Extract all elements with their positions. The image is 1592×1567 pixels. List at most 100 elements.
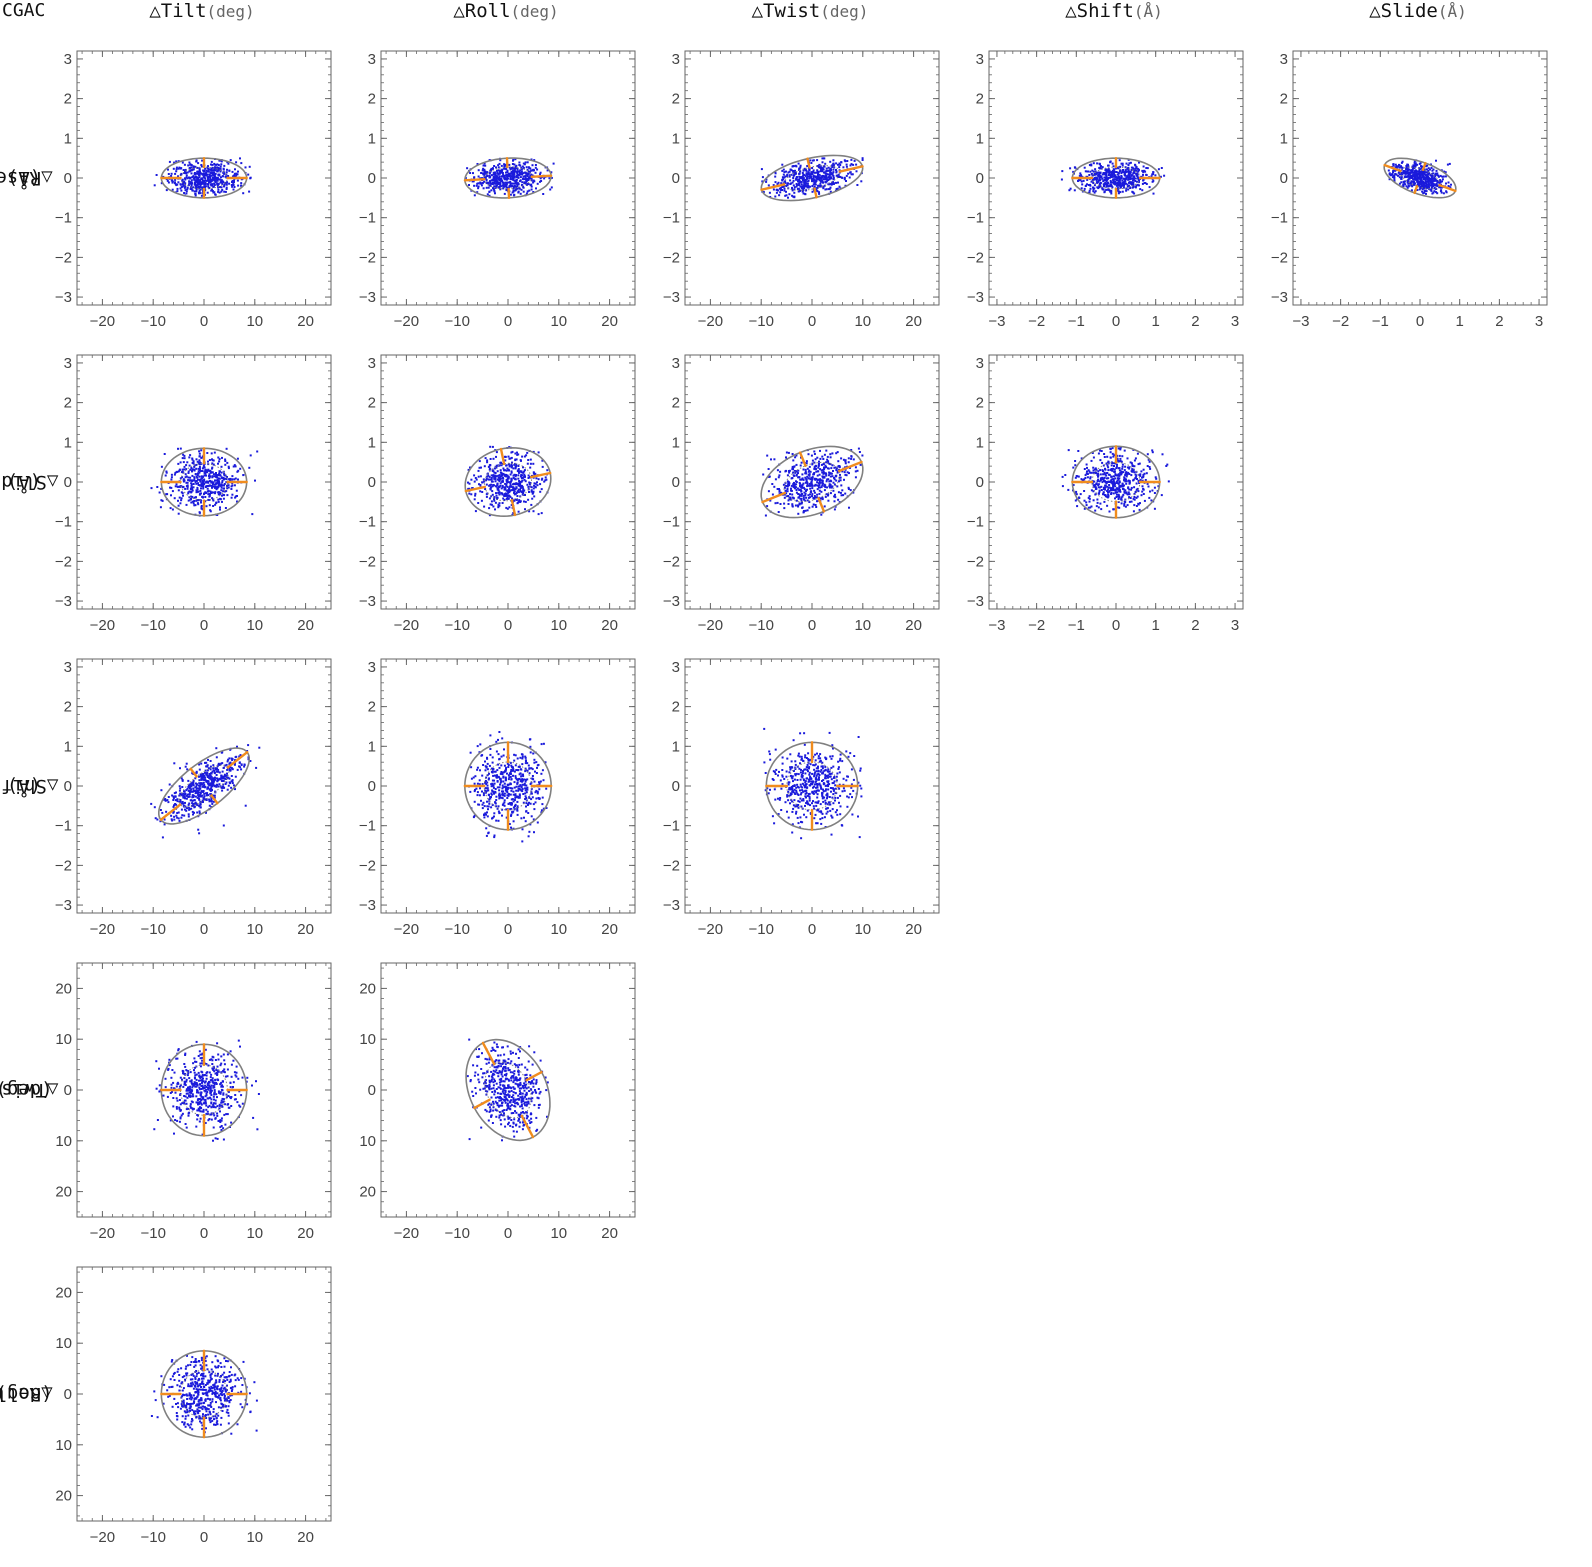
data-point: [819, 170, 822, 173]
data-point: [793, 188, 796, 191]
data-point: [528, 491, 530, 493]
data-point: [248, 466, 251, 469]
data-point: [197, 478, 199, 481]
data-point: [1090, 180, 1093, 183]
x-tick-label: 1: [1152, 313, 1160, 330]
data-point: [209, 470, 212, 473]
data-point: [1434, 184, 1437, 187]
data-point: [1117, 192, 1120, 195]
data-point: [1101, 187, 1104, 190]
data-point: [210, 481, 213, 484]
data-point: [221, 484, 224, 487]
data-point: [153, 184, 156, 187]
data-point: [192, 186, 195, 189]
data-point: [1120, 162, 1123, 165]
data-point: [1400, 165, 1402, 168]
data-point: [820, 490, 823, 493]
data-point: [510, 466, 513, 469]
data-point: [819, 449, 821, 452]
data-point: [1117, 184, 1119, 187]
data-point: [1138, 161, 1140, 164]
data-point: [256, 450, 259, 453]
data-point: [1132, 177, 1135, 180]
data-point: [231, 493, 234, 496]
data-point: [523, 470, 526, 473]
data-point: [215, 486, 218, 489]
data-point: [516, 470, 519, 473]
data-point: [1131, 190, 1134, 193]
data-point: [488, 497, 491, 500]
data-point: [1418, 188, 1421, 191]
data-point: [532, 487, 535, 490]
data-point: [1401, 166, 1404, 169]
data-point: [495, 451, 498, 454]
data-point: [227, 486, 230, 489]
data-point: [1120, 172, 1123, 174]
data-point: [477, 469, 480, 472]
data-point: [208, 504, 211, 507]
data-point: [200, 475, 203, 478]
data-point: [1104, 183, 1107, 185]
data-point: [510, 167, 513, 170]
data-point: [806, 182, 809, 185]
data-point: [521, 476, 524, 479]
data-point: [1124, 166, 1127, 169]
data-point: [180, 172, 183, 175]
data-point: [1105, 169, 1108, 172]
data-point: [539, 180, 541, 183]
data-point: [224, 507, 227, 509]
data-point: [1133, 169, 1136, 172]
data-point: [492, 474, 495, 477]
data-point: [536, 168, 539, 171]
data-point: [193, 504, 196, 507]
data-point: [1112, 179, 1115, 182]
data-point: [219, 181, 222, 184]
data-point: [202, 175, 205, 178]
data-point: [761, 180, 764, 183]
data-point: [1400, 171, 1403, 174]
data-point: [798, 178, 801, 181]
data-point: [219, 484, 222, 487]
data-point: [1414, 178, 1417, 181]
data-point: [201, 177, 204, 180]
data-point: [473, 176, 476, 179]
data-point: [1387, 169, 1390, 172]
data-point: [825, 188, 828, 191]
data-point: [794, 504, 797, 507]
data-point: [177, 504, 180, 507]
data-point: [492, 173, 495, 176]
data-point: [1116, 173, 1119, 176]
data-point: [1093, 173, 1096, 176]
data-point: [488, 507, 491, 510]
data-point: [217, 168, 220, 171]
data-point: [201, 186, 204, 189]
y-tick-label: −1: [55, 514, 72, 531]
data-point: [492, 188, 495, 191]
data-point: [524, 500, 527, 503]
y-tick-label: 1: [64, 130, 72, 147]
data-point: [500, 487, 503, 490]
data-point: [1407, 175, 1410, 177]
data-point: [1439, 185, 1442, 188]
data-point: [199, 480, 202, 483]
data-point: [222, 167, 225, 170]
data-point: [180, 491, 183, 494]
data-point: [206, 166, 209, 169]
x-tick-label: −20: [90, 313, 115, 330]
data-point: [512, 483, 514, 486]
data-point: [195, 499, 198, 502]
data-point: [166, 493, 169, 496]
data-point: [526, 483, 529, 486]
data-point: [219, 491, 222, 494]
data-point: [492, 484, 495, 486]
data-point: [537, 478, 540, 481]
principal-axis-segment: [510, 498, 517, 517]
data-point: [1109, 190, 1112, 192]
data-point: [511, 163, 514, 165]
data-point: [1084, 170, 1087, 173]
data-point: [1121, 179, 1124, 182]
data-point: [535, 477, 538, 480]
data-point: [1121, 164, 1124, 167]
data-point: [523, 469, 526, 472]
